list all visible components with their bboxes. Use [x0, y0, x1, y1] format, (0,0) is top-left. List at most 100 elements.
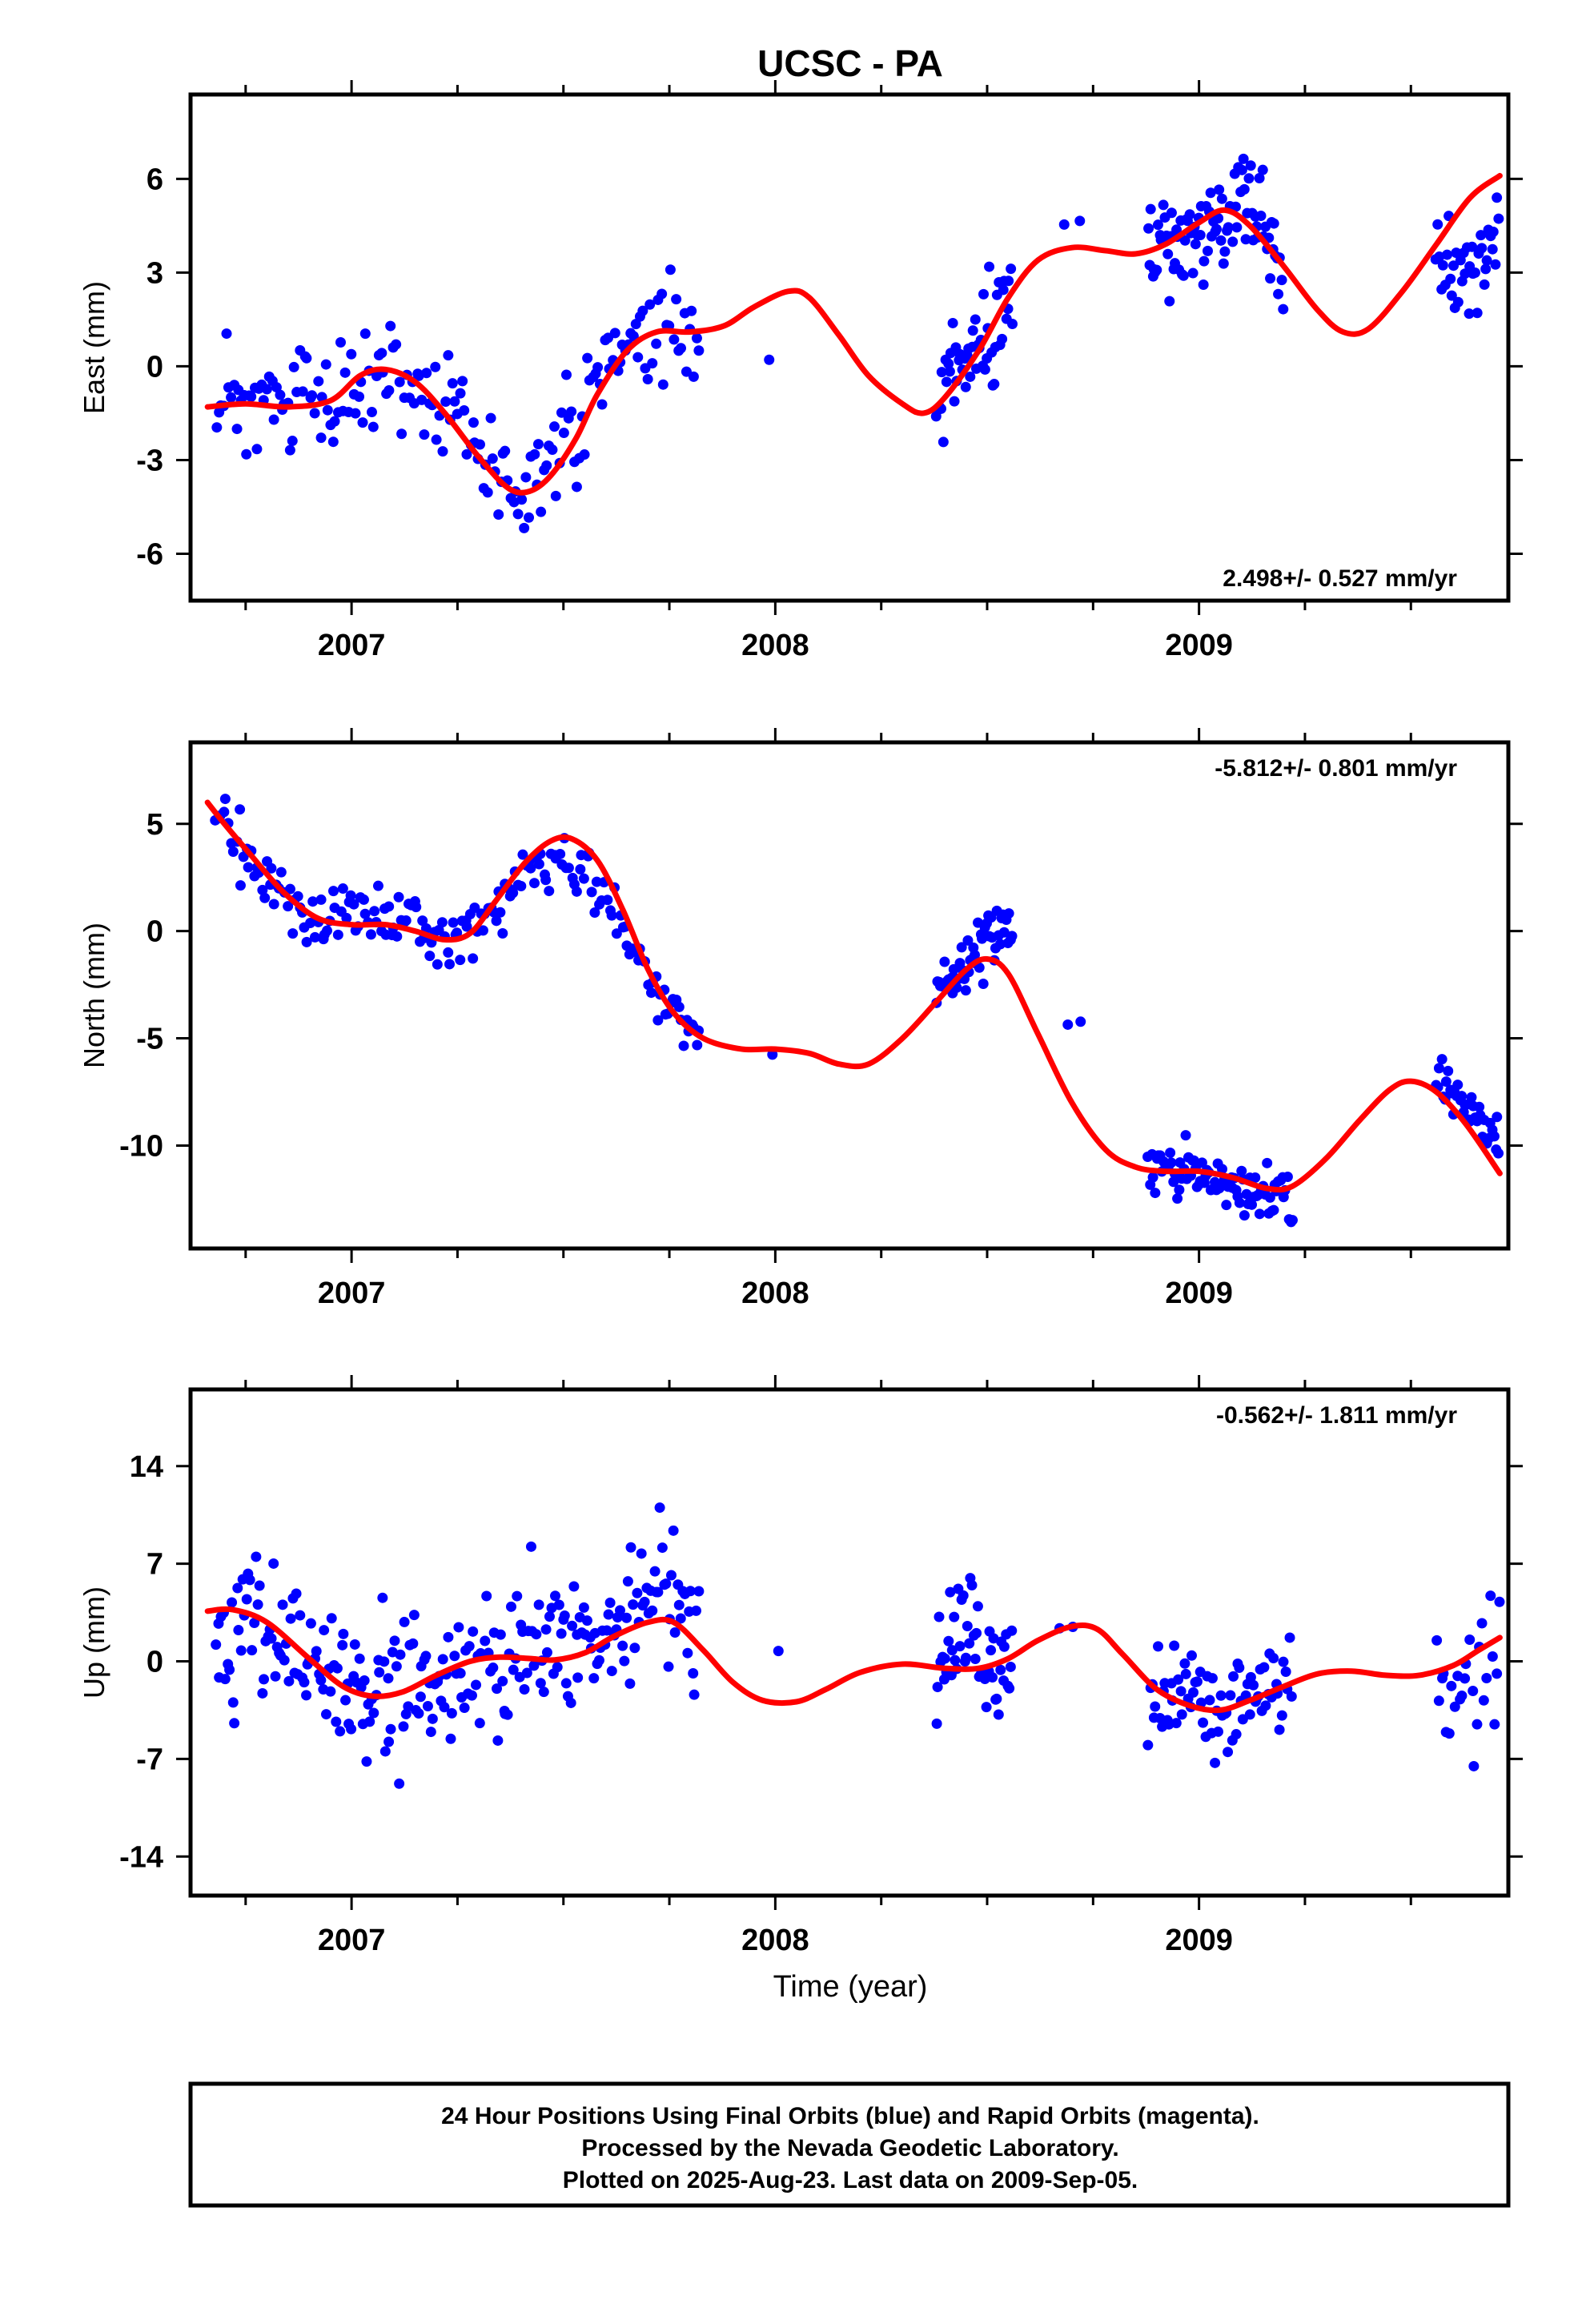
data-point — [436, 917, 448, 928]
data-point — [671, 294, 682, 305]
data-point — [606, 910, 617, 921]
data-point — [1485, 1590, 1496, 1602]
data-point — [536, 506, 547, 517]
data-point — [1278, 1656, 1289, 1667]
data-point — [1202, 245, 1213, 256]
data-point — [567, 1620, 578, 1631]
data-point — [1223, 222, 1234, 233]
data-point — [305, 918, 316, 929]
data-point — [1443, 1065, 1454, 1076]
data-point — [604, 1597, 616, 1608]
up-axis-label: Up (mm) — [78, 1586, 110, 1699]
data-point — [678, 1040, 689, 1051]
data-point — [1150, 1701, 1161, 1712]
data-point — [941, 376, 952, 388]
data-point — [379, 1656, 390, 1667]
y-tick-label: -14 — [119, 1840, 163, 1874]
data-point — [284, 883, 295, 895]
data-point — [1230, 201, 1241, 212]
data-point — [394, 1778, 405, 1789]
data-point — [1250, 1172, 1261, 1184]
north-plot-frame — [188, 740, 1511, 1251]
data-point — [1003, 908, 1014, 919]
data-point — [275, 389, 286, 400]
data-point — [266, 1633, 277, 1644]
data-point — [301, 936, 312, 947]
data-point — [440, 396, 452, 407]
data-point — [1257, 164, 1268, 175]
data-point — [1151, 264, 1162, 275]
data-point — [1003, 275, 1014, 287]
data-point — [468, 417, 479, 428]
data-point — [934, 1611, 945, 1622]
data-point — [495, 907, 506, 918]
data-point — [525, 1541, 536, 1552]
data-point — [420, 1651, 432, 1662]
data-point — [548, 421, 560, 432]
data-point — [468, 1626, 479, 1637]
data-point — [268, 1558, 279, 1569]
data-point — [656, 288, 668, 300]
data-point — [979, 364, 990, 375]
data-point — [1075, 1016, 1086, 1027]
data-point — [538, 1687, 549, 1698]
data-point — [1280, 1667, 1291, 1678]
data-point — [383, 901, 395, 912]
data-point — [943, 1635, 954, 1647]
data-point — [480, 1635, 491, 1647]
x-tick-label: 2007 — [318, 629, 386, 662]
data-point — [512, 1590, 523, 1602]
data-point — [1218, 258, 1229, 269]
data-point — [958, 1590, 969, 1601]
north-panel: 2007 2008 2009 5 0 -5 -10 North (mm) -5.812+/-… — [78, 728, 1523, 1310]
data-point — [593, 1655, 604, 1666]
data-point — [445, 1733, 456, 1744]
data-point — [603, 1609, 614, 1620]
data-point — [319, 1625, 330, 1636]
data-point — [690, 1605, 701, 1616]
data-point — [1219, 246, 1231, 257]
data-point — [995, 1664, 1006, 1675]
data-point — [644, 299, 656, 310]
east-plot-frame — [188, 92, 1511, 603]
data-point — [1464, 308, 1475, 320]
data-point — [540, 875, 552, 886]
data-point — [219, 794, 231, 805]
data-point — [395, 1649, 406, 1660]
data-point — [1239, 183, 1250, 195]
data-point — [642, 373, 653, 384]
data-point — [637, 305, 648, 316]
up-panel: 2007 2008 2009 14 7 0 -7 -14 Up (mm) -0.562+/- … — [78, 1375, 1523, 2004]
data-point — [943, 358, 954, 369]
data-point — [1236, 164, 1247, 175]
data-point — [1469, 267, 1480, 278]
data-point — [350, 408, 361, 419]
data-point — [1180, 1130, 1191, 1141]
data-point — [492, 1683, 503, 1695]
footer-line-3: Plotted on 2025-Aug-23. Last data on 200… — [563, 2167, 1138, 2193]
data-point — [1472, 1719, 1483, 1730]
data-point — [315, 432, 327, 444]
data-point — [1234, 1197, 1245, 1208]
data-point — [632, 1587, 643, 1598]
data-point — [292, 891, 303, 902]
data-point — [346, 1723, 357, 1735]
data-point — [1433, 1063, 1444, 1074]
data-point — [956, 942, 967, 953]
data-point — [1062, 1019, 1074, 1030]
data-point — [629, 1642, 640, 1654]
y-tick-label: 0 — [147, 1646, 163, 1679]
data-point — [481, 1590, 492, 1602]
data-point — [528, 1660, 540, 1671]
data-point — [379, 1746, 391, 1757]
model-fit-line — [204, 172, 1503, 496]
data-point — [493, 509, 504, 520]
data-point — [960, 1652, 971, 1663]
data-point — [383, 1673, 394, 1684]
data-point — [361, 1756, 372, 1767]
data-point — [261, 384, 272, 395]
data-point — [447, 378, 458, 389]
data-point — [393, 891, 404, 903]
east-rate-label: 2.498+/- 0.527 mm/yr — [1223, 565, 1457, 592]
data-point — [575, 864, 586, 875]
